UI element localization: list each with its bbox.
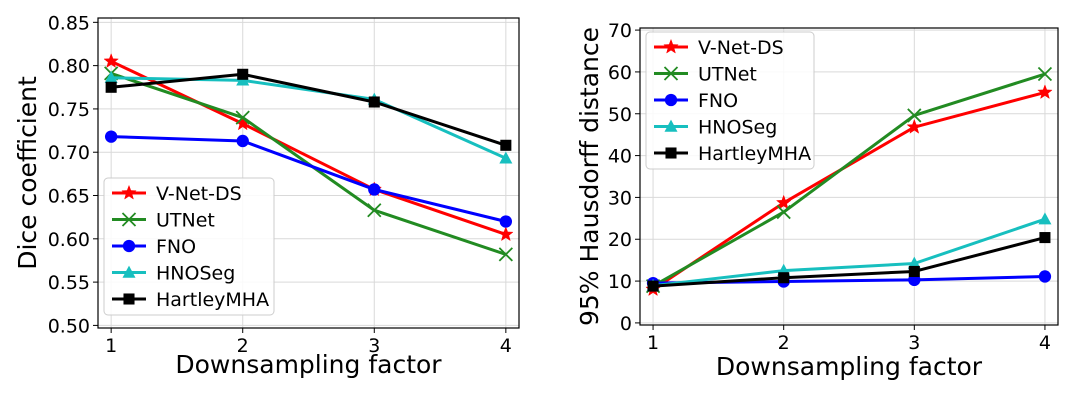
dice-legend-marker-hartleymha (123, 293, 135, 305)
hd95-point-fno (1038, 270, 1052, 283)
dice-series-fno (104, 130, 513, 228)
hd95-point-hartleymha (908, 265, 920, 277)
dice-point-fno (104, 130, 118, 143)
dice-x-tick-label: 1 (105, 335, 117, 357)
dice-y-tick-label: 0.50 (48, 315, 90, 337)
hd95-point-utnet (776, 204, 791, 220)
dice-legend-marker-utnet (121, 212, 137, 227)
hd95-x-tick-label: 2 (778, 332, 790, 354)
dice-x-tick-label: 3 (368, 335, 380, 357)
dice-point-utnet (498, 247, 513, 262)
dice-point-fno (499, 215, 513, 228)
dice-point-hartleymha (105, 81, 117, 93)
dice-series-hartleymha (105, 68, 512, 151)
dice-point-hartleymha (500, 139, 512, 151)
hd95-legend-label-utnet: UTNet (698, 64, 757, 86)
hd95-x-axis-label: Downsampling factor (716, 352, 983, 381)
dice-ticks: 1 2 3 4 0.50 0.55 0.60 0.65 0.70 0.75 0.80 0.85 (48, 12, 512, 357)
dice-legend-label-hnoseg: HNOSeg (156, 263, 235, 285)
dice-chart: 1 2 3 4 0.50 0.55 0.60 0.65 0.70 0.75 0.80 0.85 Down… (13, 12, 520, 379)
dice-line-v-net-ds (110, 59, 507, 236)
hd95-line-utnet (652, 72, 1046, 288)
dice-legend-marker-fno (122, 239, 136, 253)
hd95-y-tick-label: 30 (608, 187, 632, 209)
hd95-y-tick-label: 50 (608, 104, 632, 126)
hd95-point-v-net-ds (775, 194, 792, 210)
hd95-series-hartleymha (647, 232, 1051, 292)
hd95-y-tick-label: 10 (608, 271, 632, 293)
hd95-point-hnoseg (907, 256, 921, 269)
dice-line-hartleymha (111, 72, 507, 147)
hd95-legend-marker-fno (664, 93, 678, 107)
hd95-point-utnet (1037, 66, 1053, 82)
hd95-y-tick-label: 60 (608, 62, 632, 84)
hd95-legend-marker-utnet (663, 66, 679, 81)
dice-y-tick-label: 0.80 (48, 56, 90, 78)
dice-point-hartleymha (237, 68, 249, 80)
dice-legend-label-fno: FNO (156, 236, 196, 258)
hd95-y-axis-label: 95% Hausdorff distance (575, 27, 604, 326)
dice-legend-marker-v-net-ds (121, 184, 137, 200)
dice-point-hnoseg (104, 70, 118, 83)
hd95-point-utnet (907, 108, 922, 123)
dice-legend-marker-hnoseg (122, 265, 136, 278)
hd95-x-tick-label: 3 (908, 332, 920, 354)
hd95-line-hartleymha (652, 236, 1046, 288)
dice-legend-label-v-net-ds: V-Net-DS (156, 183, 242, 205)
dice-y-tick-label: 0.65 (48, 186, 90, 208)
dice-legend-label-hartleymha: HartleyMHA (156, 289, 269, 311)
hd95-legend-label-v-net-ds: V-Net-DS (698, 37, 784, 59)
dice-plot-frame (97, 17, 520, 329)
hd95-x-tick-label: 1 (647, 332, 659, 354)
dice-y-tick-label: 0.55 (48, 272, 90, 294)
dice-point-fno (236, 134, 249, 148)
hd95-legend-label-hartleymha: HartleyMHA (698, 143, 811, 165)
hd95-plot-frame (639, 27, 1059, 326)
hd95-legend-marker-v-net-ds (663, 38, 679, 54)
dice-point-v-net-ds (498, 226, 514, 242)
hd95-y-tick-label: 40 (608, 146, 632, 168)
dice-y-axis-label: Dice coefficient (13, 76, 42, 270)
dice-x-axis-label: Downsampling factor (175, 350, 442, 379)
dice-y-tick-label: 0.85 (48, 12, 90, 34)
hd95-y-tick-label: 0 (620, 313, 632, 335)
hd95-point-v-net-ds (906, 118, 923, 134)
dice-point-utnet (367, 203, 382, 218)
dice-point-hnoseg (499, 151, 513, 164)
dice-legend: V-Net-DS UTNet FNO HNOSeg HartleyMHA (103, 177, 275, 316)
hd95-point-hartleymha (1039, 232, 1051, 244)
dice-point-utnet (235, 110, 250, 125)
dice-point-fno (368, 183, 381, 196)
hd95-line-hnoseg (652, 217, 1046, 288)
hd95-legend-box (645, 31, 815, 170)
hd95-x-tick-label: 4 (1039, 332, 1051, 354)
hd95-point-hartleymha (778, 272, 790, 284)
dice-legend-label-utnet: UTNet (156, 210, 215, 232)
dice-x-tick-label: 2 (237, 335, 249, 357)
hd95-legend-label-hnoseg: HNOSeg (698, 117, 777, 139)
dice-y-tick-label: 0.75 (48, 99, 90, 121)
hd95-y-tick-label: 20 (608, 229, 632, 251)
dice-y-tick-label: 0.60 (48, 229, 90, 251)
dice-line-fno (111, 135, 507, 223)
hd95-legend-marker-hartleymha (665, 147, 677, 159)
hd95-legend: V-Net-DS UTNet FNO HNOSeg HartleyMHA (645, 31, 815, 170)
dice-line-hnoseg (111, 76, 507, 160)
dice-y-tick-label: 0.70 (48, 142, 90, 164)
hd95-point-hartleymha (647, 280, 659, 292)
dice-point-v-net-ds (103, 53, 119, 68)
dice-point-hartleymha (368, 96, 380, 108)
hd95-point-hnoseg (1038, 212, 1052, 225)
hd95-point-v-net-ds (1037, 84, 1053, 100)
hd95-legend-marker-hnoseg (664, 119, 678, 132)
dice-series-hnoseg (104, 70, 513, 164)
hd95-y-tick-label: 70 (608, 20, 632, 42)
dice-legend-box (103, 177, 275, 316)
dice-x-tick-label: 4 (500, 335, 512, 357)
hd95-legend-label-fno: FNO (698, 90, 738, 112)
